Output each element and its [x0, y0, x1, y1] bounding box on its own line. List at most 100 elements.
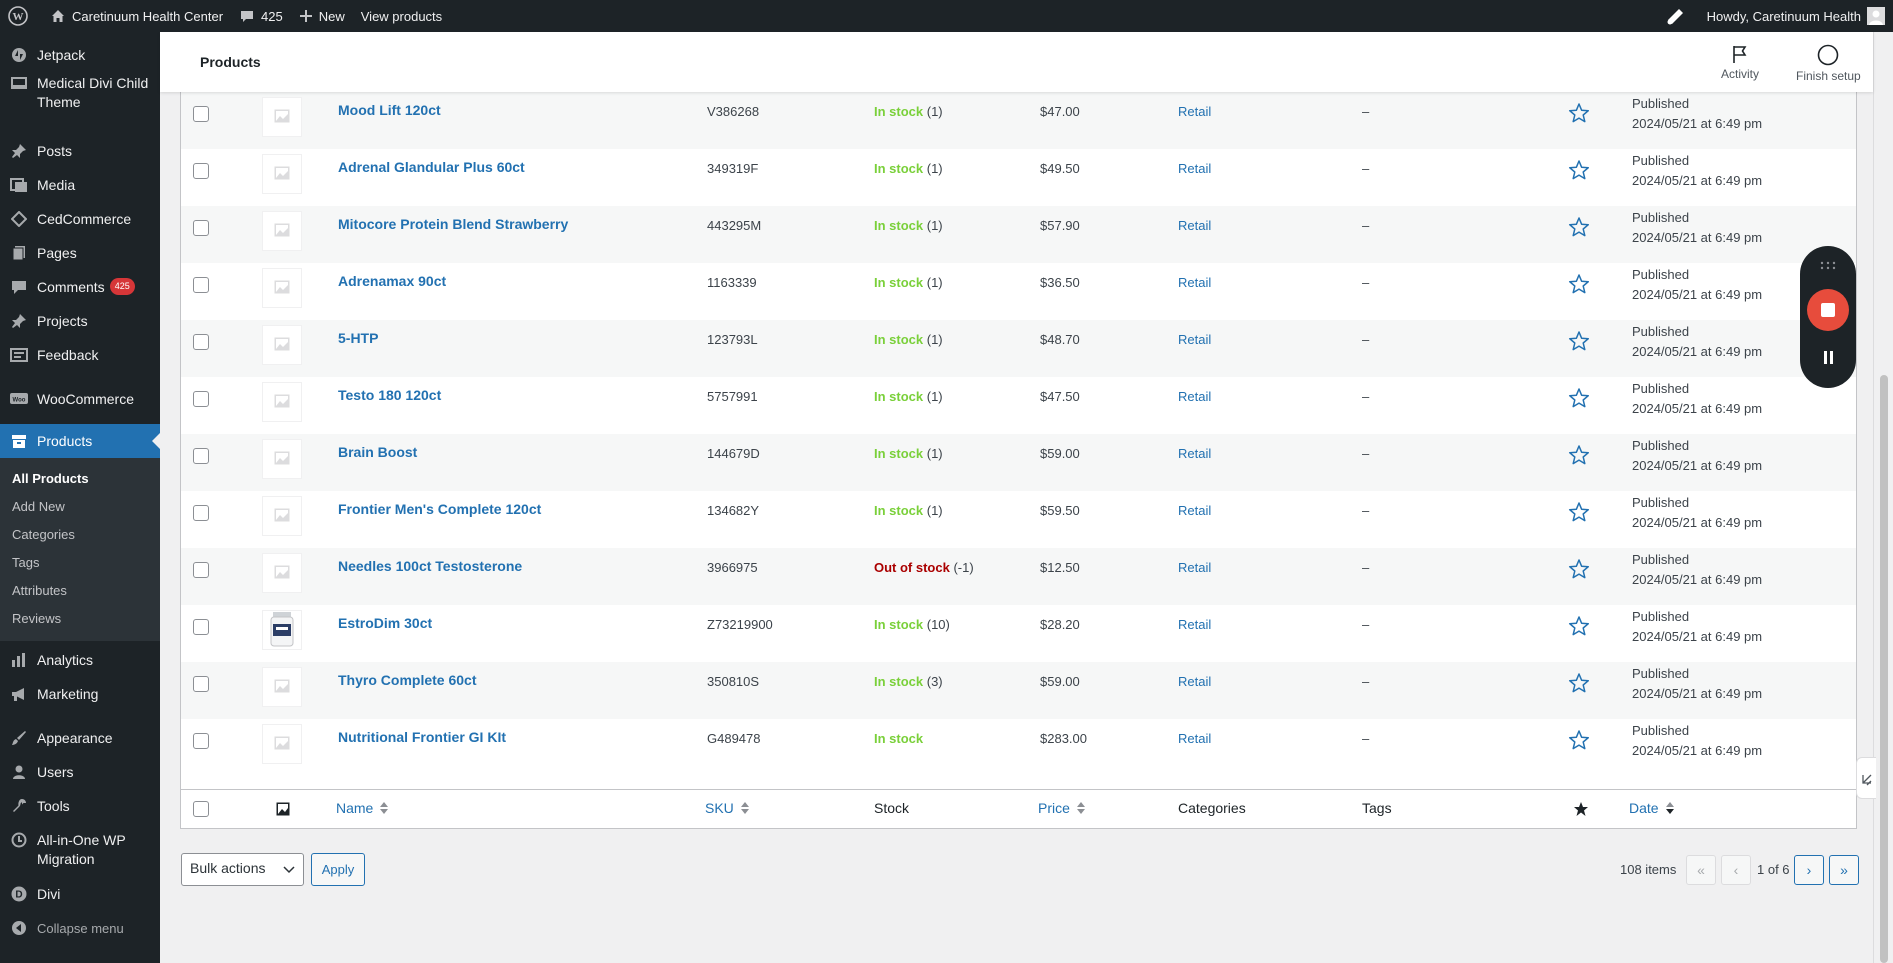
first-page-button[interactable]: «	[1686, 855, 1716, 885]
product-thumbnail[interactable]	[262, 439, 302, 479]
featured-toggle[interactable]	[1568, 387, 1590, 412]
product-name-link[interactable]: EstroDim 30ct	[338, 615, 433, 631]
row-checkbox[interactable]	[193, 676, 209, 692]
row-checkbox[interactable]	[193, 391, 209, 407]
submenu-tags[interactable]: Tags	[12, 555, 40, 570]
view-products-link[interactable]: View products	[353, 0, 450, 32]
menu-appearance[interactable]: Appearance	[0, 729, 160, 763]
menu-all-in-one-wp-migration[interactable]: All-in-One WP Migration	[0, 831, 160, 885]
menu-cedcommerce[interactable]: CedCommerce	[0, 210, 160, 244]
category-link[interactable]: Retail	[1178, 617, 1212, 632]
product-name-link[interactable]: Mood Lift 120ct	[338, 102, 441, 118]
menu-tools[interactable]: Tools	[0, 797, 160, 831]
product-thumbnail[interactable]	[262, 724, 302, 764]
menu-medical-divi-child-theme[interactable]: Medical Divi Child Theme	[0, 74, 160, 132]
scrollbar-thumb[interactable]	[1880, 375, 1888, 963]
row-checkbox[interactable]	[193, 277, 209, 293]
product-name-link[interactable]: Brain Boost	[338, 444, 418, 460]
menu-divi[interactable]: D Divi	[0, 885, 160, 919]
row-checkbox[interactable]	[193, 106, 209, 122]
featured-toggle[interactable]	[1568, 159, 1590, 184]
category-link[interactable]: Retail	[1178, 731, 1212, 746]
product-name-link[interactable]: Testo 180 120ct	[338, 387, 442, 403]
featured-toggle[interactable]	[1568, 729, 1590, 754]
category-link[interactable]: Retail	[1178, 674, 1212, 689]
featured-toggle[interactable]	[1568, 501, 1590, 526]
row-checkbox[interactable]	[193, 619, 209, 635]
stop-recording-button[interactable]	[1806, 288, 1850, 332]
product-thumbnail[interactable]	[262, 553, 302, 593]
product-name-link[interactable]: Frontier Men's Complete 120ct	[338, 501, 542, 517]
menu-media[interactable]: Media	[0, 176, 160, 210]
submenu-reviews[interactable]: Reviews	[12, 611, 62, 626]
row-checkbox[interactable]	[193, 163, 209, 179]
menu-jetpack[interactable]: Jetpack	[0, 46, 160, 74]
submenu-add-new[interactable]: Add New	[12, 499, 65, 514]
comments-link[interactable]: 425	[231, 0, 291, 32]
menu-products[interactable]: Products	[0, 424, 160, 458]
row-checkbox[interactable]	[193, 334, 209, 350]
bulk-actions-select[interactable]: Bulk actions	[181, 853, 304, 886]
product-thumbnail[interactable]	[262, 610, 302, 650]
product-thumbnail[interactable]	[262, 97, 302, 137]
product-thumbnail[interactable]	[262, 496, 302, 536]
product-thumbnail[interactable]	[262, 211, 302, 251]
sort-by-price[interactable]: Price	[1038, 800, 1086, 816]
row-checkbox[interactable]	[193, 220, 209, 236]
finish-setup-button[interactable]: Finish setup	[1796, 44, 1861, 83]
row-checkbox[interactable]	[193, 505, 209, 521]
category-link[interactable]: Retail	[1178, 275, 1212, 290]
activity-button[interactable]: Activity	[1721, 44, 1759, 81]
notifications-button[interactable]	[1657, 0, 1699, 32]
category-link[interactable]: Retail	[1178, 332, 1212, 347]
featured-toggle[interactable]	[1568, 558, 1590, 583]
category-link[interactable]: Retail	[1178, 161, 1212, 176]
category-link[interactable]: Retail	[1178, 503, 1212, 518]
row-checkbox[interactable]	[193, 448, 209, 464]
menu-analytics[interactable]: Analytics	[0, 651, 160, 685]
featured-toggle[interactable]	[1568, 330, 1590, 355]
menu-marketing[interactable]: Marketing	[0, 685, 160, 719]
side-panel-toggle[interactable]	[1856, 757, 1876, 799]
select-all-checkbox[interactable]	[193, 801, 209, 817]
category-link[interactable]: Retail	[1178, 560, 1212, 575]
featured-toggle[interactable]	[1568, 444, 1590, 469]
menu-comments[interactable]: Comments 425	[0, 278, 160, 312]
product-thumbnail[interactable]	[262, 154, 302, 194]
new-content-link[interactable]: New	[291, 0, 353, 32]
menu-woocommerce[interactable]: Woo WooCommerce	[0, 390, 160, 424]
product-name-link[interactable]: Thyro Complete 60ct	[338, 672, 477, 688]
product-thumbnail[interactable]	[262, 325, 302, 365]
product-name-link[interactable]: Adrenal Glandular Plus 60ct	[338, 159, 525, 175]
submenu-attributes[interactable]: Attributes	[12, 583, 67, 598]
my-account-link[interactable]: Howdy, Caretinuum Health	[1699, 0, 1893, 32]
wordpress-logo[interactable]: W	[0, 0, 42, 32]
featured-toggle[interactable]	[1568, 216, 1590, 241]
category-link[interactable]: Retail	[1178, 104, 1212, 119]
product-name-link[interactable]: Nutritional Frontier GI KIt	[338, 729, 506, 745]
submenu-all-products[interactable]: All Products	[12, 471, 89, 486]
menu-users[interactable]: Users	[0, 763, 160, 797]
sort-by-sku[interactable]: SKU	[705, 800, 750, 816]
next-page-button[interactable]: ›	[1794, 855, 1824, 885]
product-name-link[interactable]: Needles 100ct Testosterone	[338, 558, 523, 574]
last-page-button[interactable]: »	[1829, 855, 1859, 885]
row-checkbox[interactable]	[193, 562, 209, 578]
row-checkbox[interactable]	[193, 733, 209, 749]
product-thumbnail[interactable]	[262, 382, 302, 422]
site-name-link[interactable]: Caretinuum Health Center	[42, 0, 231, 32]
submenu-categories[interactable]: Categories	[12, 527, 75, 542]
category-link[interactable]: Retail	[1178, 218, 1212, 233]
pause-icon[interactable]	[1800, 346, 1856, 370]
drag-handle-icon[interactable]	[1800, 256, 1856, 276]
apply-button[interactable]: Apply	[311, 853, 365, 886]
menu-projects[interactable]: Projects	[0, 312, 160, 346]
menu-posts[interactable]: Posts	[0, 142, 160, 176]
product-thumbnail[interactable]	[262, 667, 302, 707]
sort-by-name[interactable]: Name	[336, 800, 389, 816]
product-thumbnail[interactable]	[262, 268, 302, 308]
featured-toggle[interactable]	[1568, 102, 1590, 127]
sort-by-date[interactable]: Date	[1629, 800, 1675, 816]
product-name-link[interactable]: Adrenamax 90ct	[338, 273, 447, 289]
product-name-link[interactable]: Mitocore Protein Blend Strawberry	[338, 216, 569, 232]
